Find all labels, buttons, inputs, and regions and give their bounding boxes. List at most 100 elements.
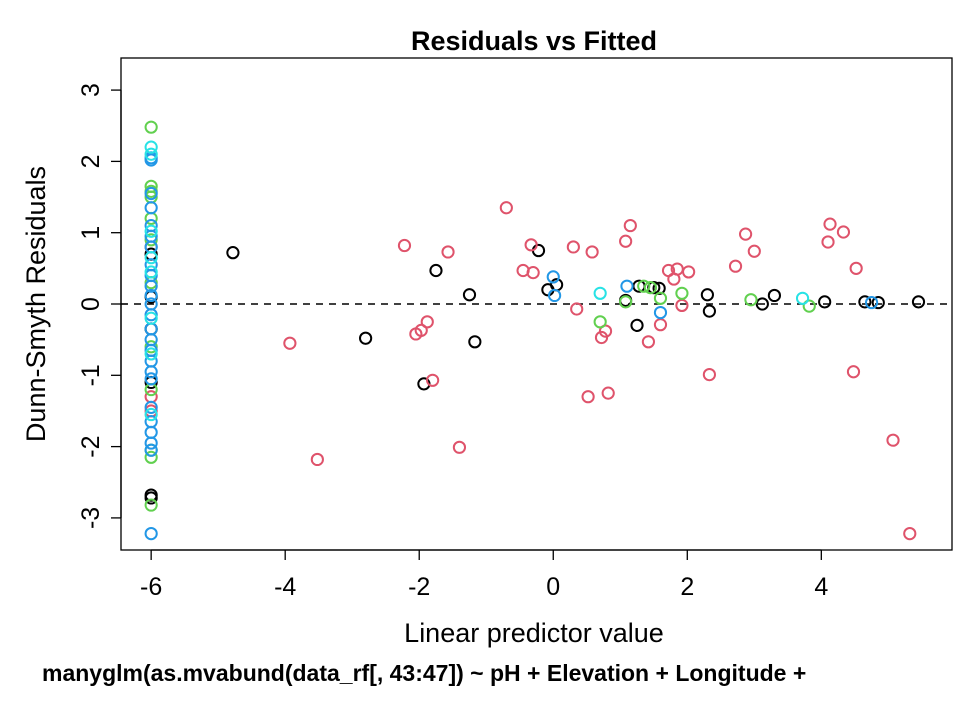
- data-point: [144, 400, 158, 414]
- data-point: [619, 234, 633, 248]
- data-point: [144, 450, 158, 464]
- x-axis-label: Linear predictor value: [404, 618, 664, 648]
- data-point: [144, 311, 158, 325]
- data-point: [144, 527, 158, 541]
- data-point: [911, 295, 926, 309]
- data-point: [452, 440, 467, 454]
- data-point: [623, 218, 637, 233]
- data-point: [144, 288, 158, 303]
- x-tick-label: 2: [680, 573, 694, 601]
- data-point: [643, 281, 658, 295]
- data-point: [823, 217, 837, 231]
- data-point: [397, 238, 412, 253]
- data-point: [652, 281, 666, 295]
- data-point: [462, 288, 477, 302]
- data-point: [144, 186, 158, 201]
- data-point: [144, 347, 158, 361]
- data-point: [426, 373, 440, 387]
- data-point: [144, 488, 158, 502]
- data-point: [619, 295, 633, 309]
- data-point: [802, 299, 816, 313]
- data-point: [581, 390, 595, 404]
- data-point: [144, 233, 158, 247]
- data-point: [144, 498, 158, 512]
- x-tick-label: 4: [814, 573, 828, 601]
- data-point: [675, 286, 689, 300]
- x-axis: -6 -4 -2 0 2 4: [140, 549, 828, 601]
- data-point: [886, 433, 900, 447]
- data-point: [566, 240, 580, 254]
- data-point: [468, 335, 482, 349]
- data-point: [653, 305, 668, 320]
- data-point: [144, 265, 158, 279]
- data-point: [702, 304, 717, 318]
- data-point: [755, 297, 769, 311]
- data-point: [144, 436, 158, 450]
- chart-title: Residuals vs Fitted: [411, 26, 657, 56]
- data-point: [903, 527, 917, 541]
- data-point: [359, 331, 373, 345]
- data-point: [429, 263, 443, 278]
- y-tick-label: 3: [77, 83, 105, 97]
- data-point: [738, 227, 753, 241]
- data-point: [144, 147, 158, 161]
- data-point: [144, 120, 158, 134]
- data-point: [414, 323, 428, 337]
- data-point: [570, 302, 584, 316]
- data-point: [144, 407, 158, 422]
- data-point: [836, 225, 851, 239]
- data-point: [144, 153, 158, 167]
- data-point: [858, 295, 872, 309]
- data-point: [144, 279, 158, 293]
- data-point: [641, 335, 656, 349]
- x-tick-label: 0: [546, 573, 560, 601]
- data-point: [700, 288, 714, 302]
- data-point: [144, 308, 158, 322]
- data-point: [702, 367, 717, 382]
- data-point: [283, 336, 297, 350]
- model-formula-subtitle: manyglm(as.mvabund(data_rf[, 43:47]) ~ p…: [42, 660, 806, 686]
- data-point: [637, 279, 651, 293]
- data-point: [420, 315, 434, 329]
- data-point: [620, 279, 634, 293]
- data-point: [441, 245, 455, 259]
- data-point: [653, 291, 668, 305]
- data-point: [144, 372, 158, 386]
- data-point: [744, 293, 758, 307]
- data-point: [526, 266, 540, 280]
- data-point: [144, 443, 158, 457]
- data-point: [594, 330, 609, 345]
- y-tick-label: 2: [77, 154, 105, 168]
- data-point: [585, 245, 599, 259]
- data-point: [747, 244, 761, 258]
- data-point: [593, 315, 607, 329]
- data-point: [144, 140, 158, 154]
- y-tick-label: -2: [77, 435, 105, 457]
- data-points: [144, 120, 926, 541]
- x-tick-label: -4: [274, 573, 296, 601]
- data-point: [846, 365, 861, 379]
- data-point: [547, 288, 562, 303]
- data-point: [144, 224, 158, 238]
- data-point: [499, 201, 513, 215]
- x-tick-label: -2: [408, 573, 430, 601]
- data-point: [682, 265, 696, 279]
- data-point: [818, 295, 832, 309]
- data-point: [524, 238, 538, 252]
- y-tick-label: 0: [77, 297, 105, 311]
- data-point: [767, 288, 782, 303]
- series-4: [144, 140, 810, 422]
- y-tick-label: -3: [77, 507, 105, 529]
- data-point: [144, 251, 158, 265]
- data-point: [728, 259, 743, 273]
- data-point: [864, 295, 879, 310]
- data-point: [630, 318, 644, 332]
- series-3: [144, 151, 879, 541]
- x-tick-label: -6: [140, 573, 162, 601]
- data-point: [601, 386, 615, 400]
- data-point: [144, 365, 158, 379]
- data-point: [849, 261, 863, 275]
- data-point: [226, 246, 240, 260]
